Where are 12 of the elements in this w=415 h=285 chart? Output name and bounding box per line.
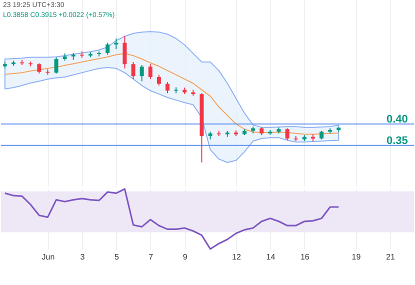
x-tick-label: 9	[182, 252, 188, 262]
x-tick-label: 14	[266, 252, 276, 262]
x-tick-label: 12	[232, 252, 242, 262]
x-tick-label: 21	[386, 252, 396, 262]
x-tick-label: 3	[80, 252, 86, 262]
x-tick-label: 19	[352, 252, 362, 262]
x-tick-label: 5	[114, 252, 120, 262]
x-tick-label: 7	[148, 252, 154, 262]
y-tick-label: 0.40	[386, 114, 408, 126]
x-tick-label: Jun	[42, 252, 55, 262]
x-tick-label: 16	[300, 252, 310, 262]
y-tick-label: 0.35	[386, 134, 408, 147]
